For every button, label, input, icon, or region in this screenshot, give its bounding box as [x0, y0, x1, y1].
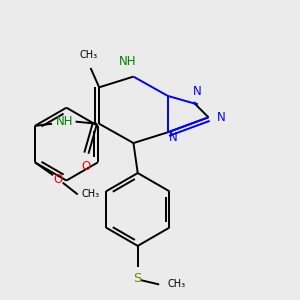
Text: N: N	[217, 111, 226, 124]
Text: O: O	[82, 160, 91, 173]
Text: CH₃: CH₃	[80, 50, 98, 60]
Text: NH: NH	[119, 55, 137, 68]
Text: NH: NH	[56, 115, 74, 128]
Text: N: N	[194, 85, 202, 98]
Text: N: N	[169, 131, 178, 144]
Text: S: S	[134, 272, 142, 284]
Text: CH₃: CH₃	[82, 190, 100, 200]
Text: O: O	[54, 173, 63, 186]
Text: CH₃: CH₃	[167, 280, 185, 290]
